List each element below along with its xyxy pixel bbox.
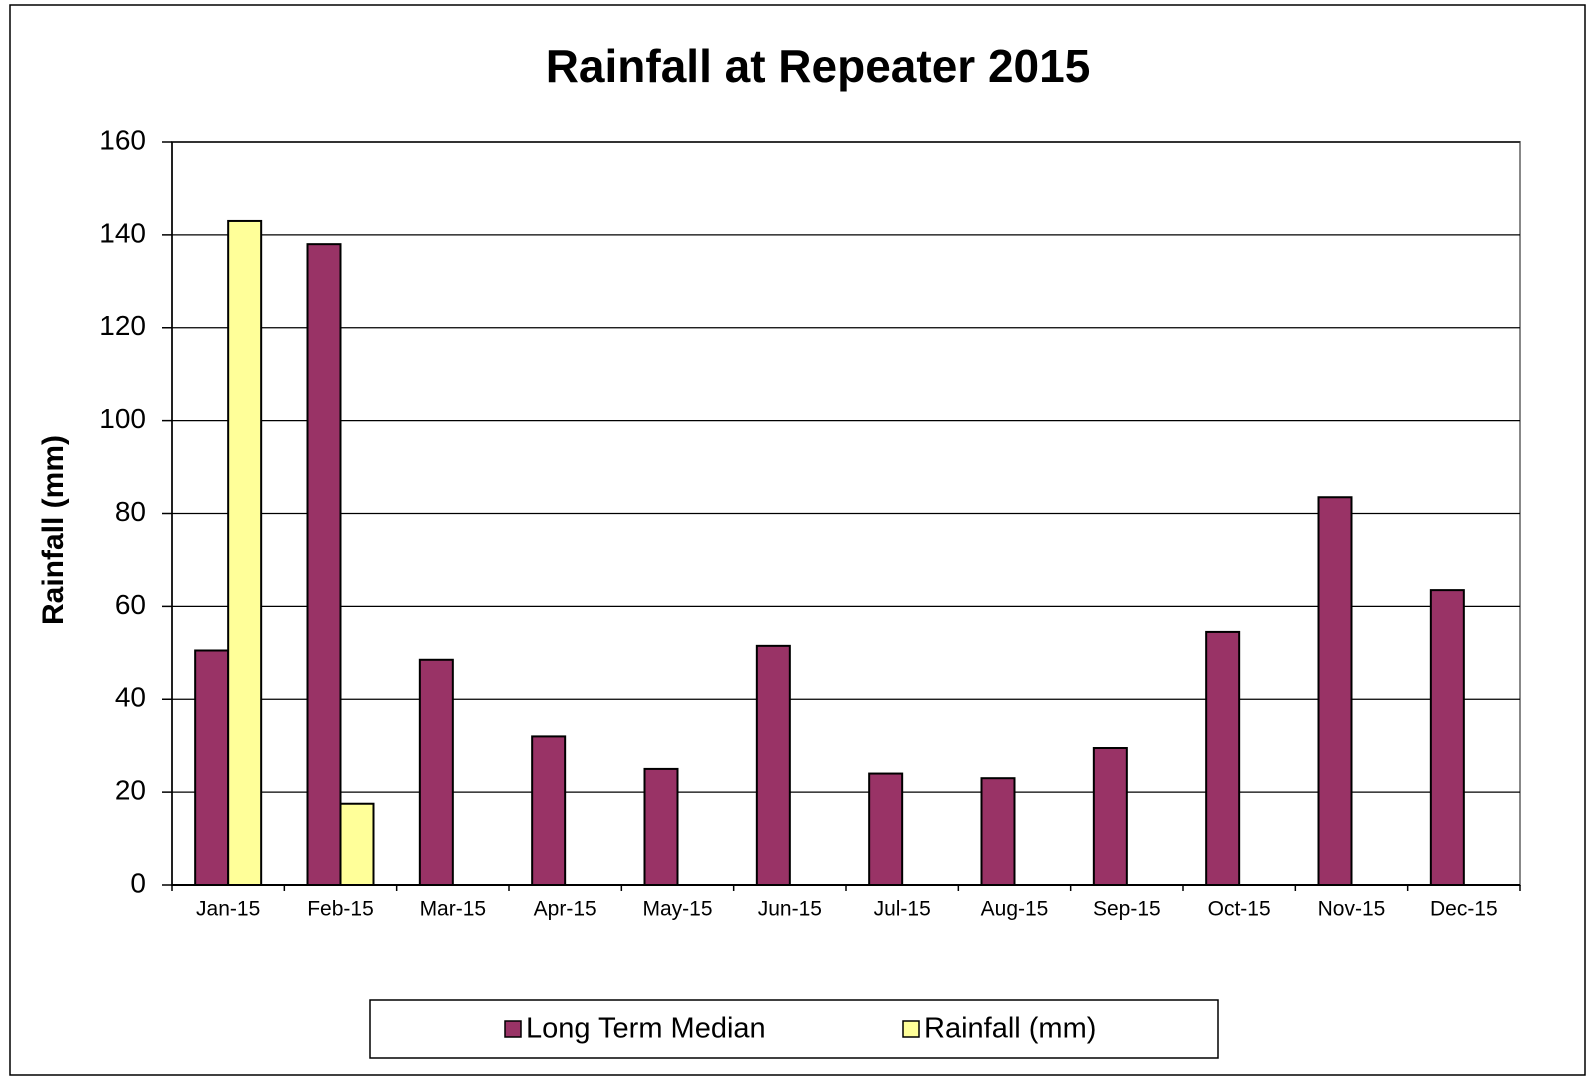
y-tick-label: 160 bbox=[99, 124, 146, 155]
bar bbox=[194, 649, 230, 886]
y-tick-label: 140 bbox=[99, 217, 146, 248]
x-tick-label: Oct-15 bbox=[1208, 898, 1271, 921]
x-tick-label: Feb-15 bbox=[307, 898, 374, 921]
legend-label: Long Term Median bbox=[526, 1013, 766, 1045]
legend-label: Rainfall (mm) bbox=[924, 1013, 1096, 1045]
bar bbox=[980, 777, 1016, 886]
legend-swatch bbox=[902, 1020, 920, 1038]
y-tick-label: 120 bbox=[99, 310, 146, 341]
y-tick-label: 60 bbox=[115, 589, 146, 620]
y-tick-label: 80 bbox=[115, 496, 146, 527]
bar bbox=[418, 658, 454, 887]
chart-title: Rainfall at Repeater 2015 bbox=[546, 40, 1091, 92]
bar bbox=[643, 767, 679, 886]
y-tick-label: 100 bbox=[99, 403, 146, 434]
bar bbox=[531, 735, 567, 887]
bar bbox=[1429, 589, 1465, 886]
bar bbox=[868, 772, 904, 886]
x-tick-label: Jan-15 bbox=[196, 898, 260, 921]
bar bbox=[339, 802, 375, 886]
x-tick-label: Dec-15 bbox=[1430, 898, 1498, 921]
bar bbox=[1092, 747, 1128, 887]
y-axis-label: Rainfall (mm) bbox=[37, 435, 70, 625]
x-tick-label: Sep-15 bbox=[1093, 898, 1161, 921]
y-tick-label: 40 bbox=[115, 682, 146, 713]
bar bbox=[755, 644, 791, 886]
x-tick-label: Jul-15 bbox=[874, 898, 931, 921]
bar bbox=[1205, 630, 1241, 887]
bar bbox=[306, 243, 342, 887]
bar bbox=[1317, 496, 1353, 886]
x-tick-label: Aug-15 bbox=[981, 898, 1049, 921]
bar bbox=[227, 219, 263, 887]
x-tick-label: Jun-15 bbox=[758, 898, 822, 921]
x-tick-label: Apr-15 bbox=[534, 898, 597, 921]
y-tick-label: 0 bbox=[130, 867, 146, 898]
legend-swatch bbox=[504, 1020, 522, 1038]
y-tick-label: 20 bbox=[115, 775, 146, 806]
x-tick-label: May-15 bbox=[642, 898, 712, 921]
x-tick-label: Nov-15 bbox=[1318, 898, 1386, 921]
x-tick-label: Mar-15 bbox=[420, 898, 487, 921]
